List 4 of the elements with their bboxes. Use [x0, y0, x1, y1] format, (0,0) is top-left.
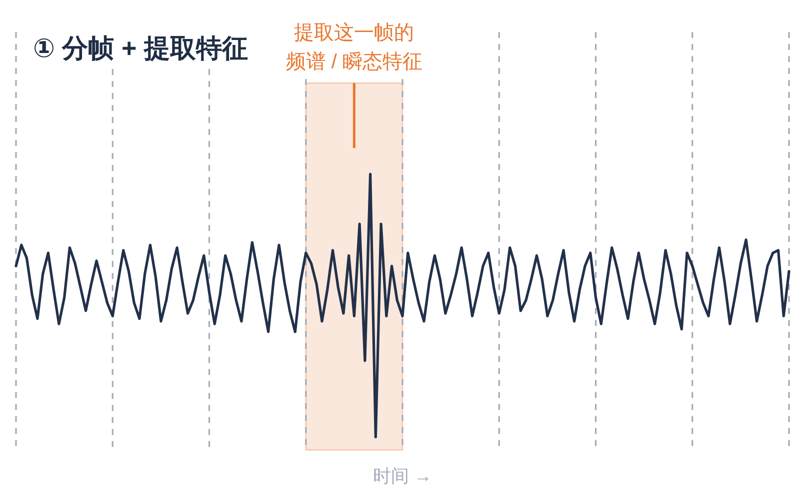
annotation: 提取这一帧的 [294, 22, 414, 44]
x-axis-title: 时间 → [373, 466, 432, 486]
title: ① 分帧 + 提取特征 [33, 33, 248, 63]
annotation: 频谱 / 瞬态特征 [286, 51, 423, 73]
